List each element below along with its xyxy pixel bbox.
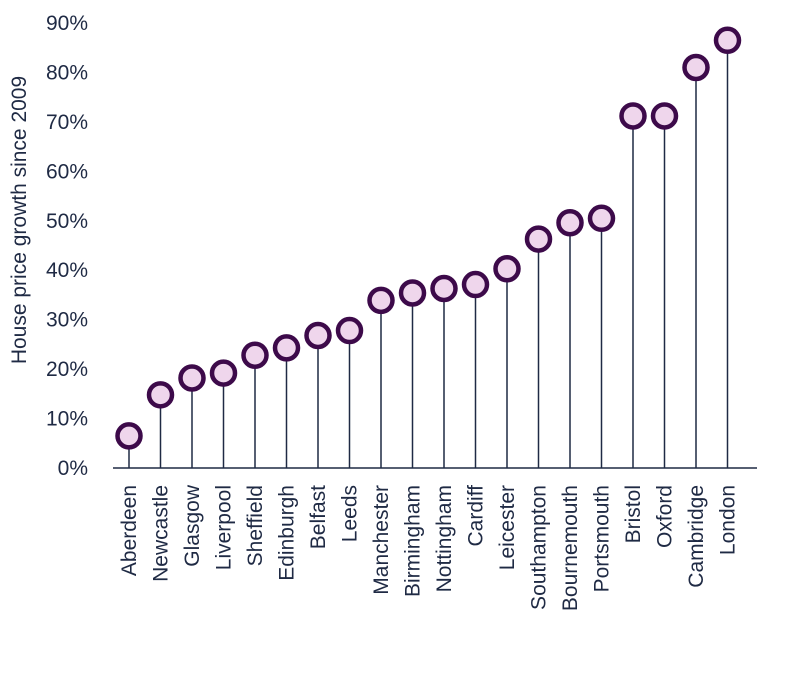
x-category-label: Belfast	[307, 485, 330, 549]
marker	[115, 422, 143, 450]
x-category-label: Aberdeen	[118, 485, 141, 576]
marker	[241, 341, 269, 370]
y-tick-label: 90%	[46, 12, 88, 35]
marker	[682, 53, 710, 82]
marker	[209, 359, 238, 387]
y-tick-label: 40%	[46, 259, 88, 282]
marker	[398, 279, 427, 307]
marker	[146, 381, 175, 409]
marker	[367, 286, 395, 315]
x-category-label: Edinburgh	[276, 485, 299, 581]
y-tick-label: 80%	[46, 61, 88, 84]
x-category-label: Leeds	[339, 485, 362, 542]
x-category-label: Cardiff	[465, 485, 488, 547]
y-axis-title: House price growth since 2009	[8, 76, 31, 364]
x-category-label: Portsmouth	[591, 485, 614, 592]
marker	[524, 225, 553, 253]
x-category-label: Glasgow	[181, 484, 204, 567]
x-category-label: Liverpool	[213, 485, 236, 570]
x-category-label: London	[717, 485, 740, 555]
y-tick-label: 20%	[46, 358, 88, 381]
x-category-label: Sheffield	[244, 485, 267, 566]
marker	[556, 209, 584, 237]
x-category-label: Manchester	[370, 485, 393, 595]
x-category-label: Southampton	[528, 485, 551, 610]
x-category-label: Oxford	[654, 485, 677, 548]
marker	[713, 26, 742, 55]
x-category-label: Birmingham	[402, 485, 425, 597]
x-category-label: Bristol	[622, 485, 645, 543]
y-axis-ticks: 0% 10% 20% 30% 40% 50% 60% 70% 80% 90%	[46, 12, 88, 480]
x-category-label: Bournemouth	[559, 485, 582, 611]
marker	[304, 321, 332, 350]
y-tick-label: 60%	[46, 160, 88, 183]
x-category-label: Nottingham	[433, 485, 456, 592]
y-tick-label: 0%	[58, 457, 88, 480]
x-category-label: Leicester	[496, 485, 519, 570]
x-category-label: Cambridge	[685, 485, 708, 588]
stems	[128, 40, 729, 468]
category-labels: Aberdeen Newcastle Glasgow Liverpool Sheffie…	[118, 484, 740, 611]
marker	[619, 102, 647, 130]
marker	[461, 270, 490, 299]
y-tick-label: 10%	[46, 408, 88, 431]
marker	[587, 204, 616, 233]
marker	[335, 316, 364, 345]
marker	[178, 364, 206, 392]
markers	[115, 26, 742, 450]
y-tick-label: 50%	[46, 210, 88, 233]
marker	[493, 254, 521, 283]
y-tick-label: 30%	[46, 309, 88, 332]
marker	[272, 334, 301, 362]
y-tick-label: 70%	[46, 111, 88, 134]
marker	[650, 102, 679, 130]
marker	[430, 274, 458, 303]
x-category-label: Newcastle	[150, 485, 173, 582]
